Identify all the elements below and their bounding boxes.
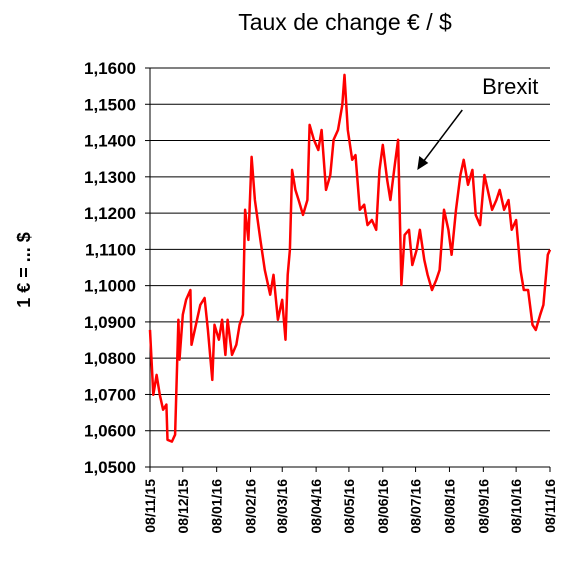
y-tick-label: 1,1300 xyxy=(84,168,136,187)
x-tick-label: 08/05/16 xyxy=(341,479,357,534)
y-axis-label: 1 € = ... $ xyxy=(14,232,34,308)
chart-title: Taux de change € / $ xyxy=(238,9,452,35)
x-tick-label: 08/02/16 xyxy=(243,479,259,534)
y-tick-label: 1,1000 xyxy=(84,277,136,296)
x-tick-label: 08/12/15 xyxy=(175,479,191,534)
y-tick-label: 1,0900 xyxy=(84,313,136,332)
x-tick-label: 08/06/16 xyxy=(375,479,391,534)
x-tick-label: 08/08/16 xyxy=(441,479,457,534)
y-tick-label: 1,1500 xyxy=(84,95,136,114)
y-tick-label: 1,0500 xyxy=(84,458,136,477)
line-series xyxy=(148,73,552,443)
x-tick-label: 08/07/16 xyxy=(408,479,424,534)
x-tick-label: 08/09/16 xyxy=(475,479,491,534)
annotation-arrowhead xyxy=(417,156,429,170)
x-tick-label: 08/01/16 xyxy=(209,479,225,534)
annotation-arrow xyxy=(421,109,463,164)
x-tick-label: 08/11/16 xyxy=(542,479,558,533)
x-tick-label: 08/11/15 xyxy=(142,479,158,533)
y-tick-label: 1,1400 xyxy=(84,132,136,151)
y-tick-label: 1,0600 xyxy=(84,422,136,441)
x-tick-label: 08/10/16 xyxy=(508,479,524,534)
x-tick-label: 08/03/16 xyxy=(274,479,290,534)
y-tick-label: 1,1100 xyxy=(85,240,136,259)
y-tick-label: 1,0800 xyxy=(84,349,136,368)
annotation: Brexit xyxy=(482,74,538,99)
y-tick-label: 1,0700 xyxy=(84,385,136,404)
y-tick-label: 1,1600 xyxy=(84,59,136,78)
x-tick-label: 08/04/16 xyxy=(308,479,324,534)
y-tick-label: 1,1200 xyxy=(84,204,136,223)
